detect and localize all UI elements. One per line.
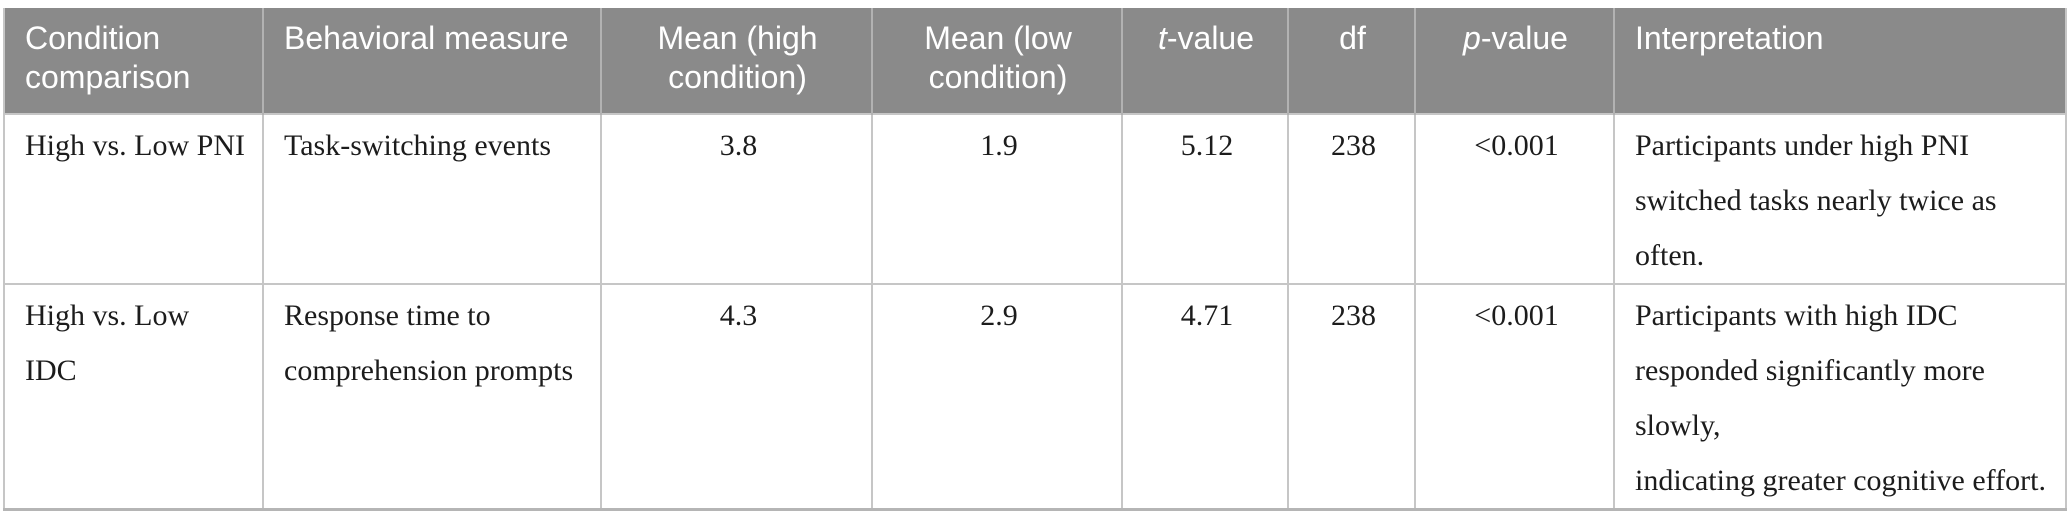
table-row-idc: High vs. Low IDC Response time to compre… [3,283,2067,511]
cell-behavioral-measure: Response time to comprehension prompts [262,283,602,511]
col-header-mean-high: Mean (high condition) [600,8,872,114]
cell-df: 238 [1287,113,1416,285]
col-header-interpretation: Interpretation [1613,8,2066,114]
cell-condition-comparison: High vs. Low IDC [3,283,264,511]
cell-behavioral-measure: Task-switching events [262,113,602,285]
col-header-t-value: t-value [1121,8,1288,114]
col-header-mean-low: Mean (low condition) [871,8,1122,114]
cell-interpretation: Participants with high IDC responded sig… [1613,283,2067,511]
col-header-df: df [1287,8,1415,114]
cell-p-value: <0.001 [1414,113,1615,285]
cell-df: 238 [1287,283,1416,511]
col-header-behavioral-measure: Behavioral measure [262,8,601,114]
cell-interpretation: Participants under high PNI switched tas… [1613,113,2067,285]
cell-mean-high: 4.3 [600,283,873,511]
cell-t-value: 5.12 [1121,113,1289,285]
cell-mean-low: 2.9 [871,283,1123,511]
cell-mean-low: 1.9 [871,113,1123,285]
col-header-condition-comparison: Condition comparison [4,8,263,114]
results-table: Condition comparison Behavioral measure … [3,8,2067,511]
cell-p-value: <0.001 [1414,283,1615,511]
cell-condition-comparison: High vs. Low PNI [3,113,264,285]
cell-t-value: 4.71 [1121,283,1289,511]
cell-mean-high: 3.8 [600,113,873,285]
table-header-row: Condition comparison Behavioral measure … [4,8,2066,114]
table-row-pni: High vs. Low PNI Task-switching events 3… [3,113,2067,285]
col-header-p-value: p-value [1414,8,1614,114]
